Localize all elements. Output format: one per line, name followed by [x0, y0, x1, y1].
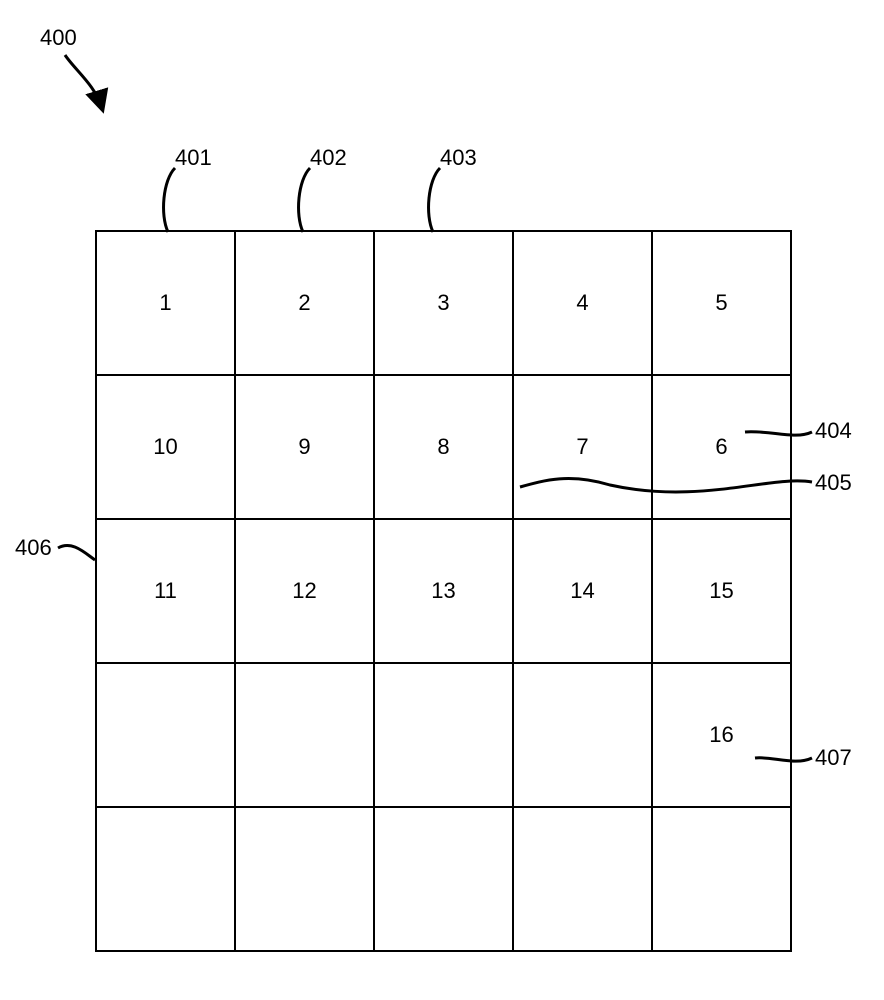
lead-lines — [0, 0, 884, 1000]
lead-l407 — [755, 758, 812, 761]
lead-l405 — [520, 479, 812, 492]
lead-l404 — [745, 432, 812, 435]
lead-l403 — [429, 168, 440, 232]
lead-l402 — [299, 168, 310, 232]
lead-l400 — [65, 55, 102, 108]
diagram-canvas: 12345109876111213141516 400 401 402 403 … — [0, 0, 884, 1000]
lead-l401 — [164, 168, 175, 232]
lead-l406 — [58, 545, 95, 560]
